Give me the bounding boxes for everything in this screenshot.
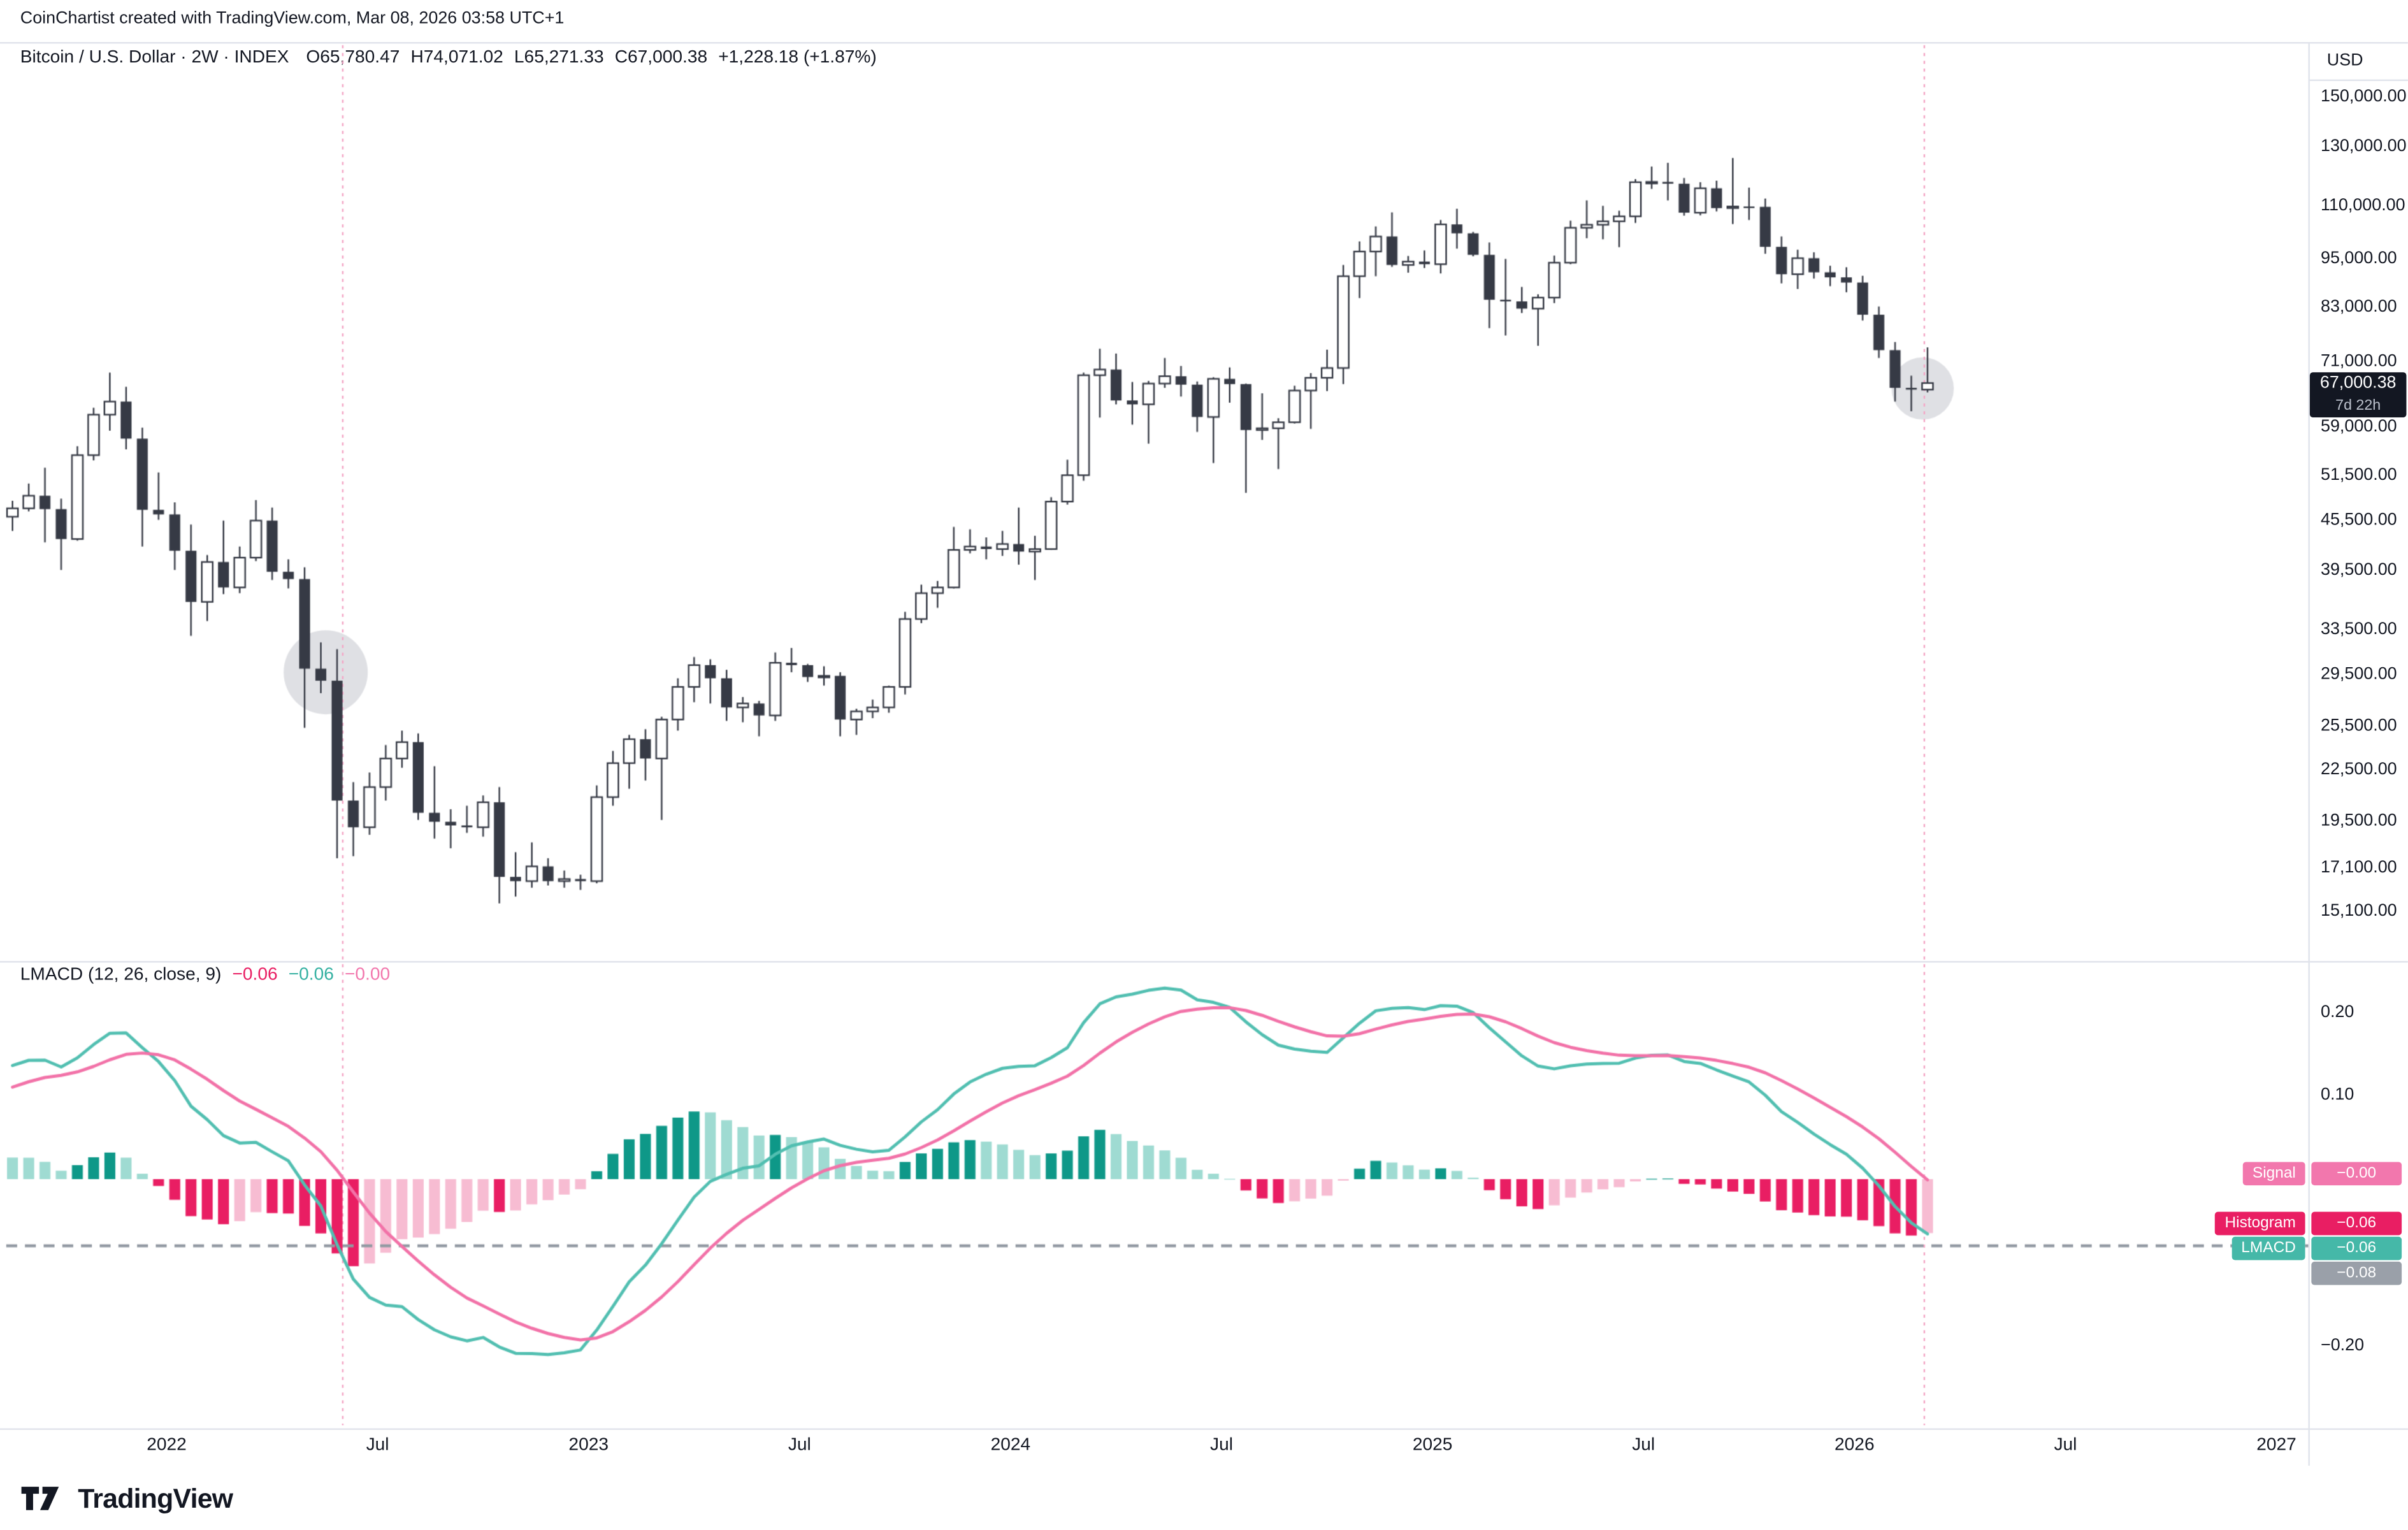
time-axis-label: Jul [788, 1436, 811, 1455]
histogram-badge-row: Histogram −0.06 [0, 1211, 2408, 1236]
time-axis-label: Jul [366, 1436, 389, 1455]
indicator-title-row: LMACD (12, 26, close, 9) −0.06 −0.06 −0.00 [20, 965, 401, 984]
time-axis-label: Jul [2054, 1436, 2077, 1455]
bar-countdown: 7d 22h [2335, 397, 2381, 415]
last-price-value: 67,000.38 [2319, 373, 2397, 393]
pane-divider-line [0, 961, 2408, 963]
indicator-axis-label: 0.10 [2321, 1085, 2354, 1105]
time-axis-divider-line [0, 1428, 2408, 1430]
price-axis-label: 71,000.00 [2321, 352, 2397, 372]
time-axis-label: 2024 [990, 1436, 1031, 1455]
price-axis-label: 150,000.00 [2321, 86, 2407, 105]
price-axis-label: 25,500.00 [2321, 716, 2397, 735]
price-axis-label: 17,100.00 [2321, 858, 2397, 877]
price-axis-label: 22,500.00 [2321, 760, 2397, 780]
indicator-value-signal: −0.00 [344, 965, 391, 985]
time-axis-label: 2025 [1412, 1436, 1453, 1455]
lmacd-badge-value: −0.06 [2311, 1236, 2402, 1260]
price-axis-label: 95,000.00 [2321, 249, 2397, 268]
price-axis-label: 33,500.00 [2321, 619, 2397, 639]
histogram-badge-label: Histogram [2215, 1211, 2305, 1236]
indicator-value-lmacd: −0.06 [288, 965, 334, 985]
chart-canvas[interactable] [0, 0, 2309, 1429]
price-axis-label: 130,000.00 [2321, 137, 2407, 156]
price-axis-label: 110,000.00 [2321, 196, 2405, 215]
price-axis-label: 29,500.00 [2321, 664, 2397, 684]
indicator-axis-label: −0.20 [2321, 1335, 2365, 1355]
level-badge-value: −0.08 [2311, 1261, 2402, 1285]
time-axis-label: 2023 [568, 1436, 609, 1455]
time-axis-label: 2027 [2256, 1436, 2296, 1455]
lmacd-badge-row: LMACD −0.06 [0, 1236, 2408, 1260]
price-axis-label: 83,000.00 [2321, 296, 2397, 316]
tradingview-logo-text: TradingView [78, 1482, 233, 1513]
currency-divider-line [2308, 79, 2408, 82]
price-axis-label: 51,500.00 [2321, 466, 2397, 486]
tradingview-logo[interactable]: TradingView [20, 1482, 233, 1516]
price-axis-label: 39,500.00 [2321, 560, 2397, 580]
indicator-value-histogram: −0.06 [232, 965, 278, 985]
indicator-axis-label: 0.20 [2321, 1002, 2354, 1021]
time-axis-label: 2022 [147, 1436, 187, 1455]
tradingview-logo-icon [21, 1487, 59, 1510]
signal-badge-row: Signal −0.00 [0, 1162, 2408, 1186]
price-axis-label: 19,500.00 [2321, 811, 2397, 831]
level-badge-row: −0.08 [0, 1261, 2408, 1285]
price-axis-label: 15,100.00 [2321, 902, 2397, 921]
price-axis-label: 45,500.00 [2321, 510, 2397, 530]
price-axis-label: 59,000.00 [2321, 418, 2397, 437]
time-axis-label: Jul [1210, 1436, 1233, 1455]
time-axis-label: 2026 [1835, 1436, 1875, 1455]
lmacd-badge-label: LMACD [2231, 1236, 2305, 1260]
signal-badge-label: Signal [2243, 1162, 2305, 1186]
price-axis-border-line [2308, 41, 2310, 1466]
signal-badge-value: −0.00 [2311, 1162, 2402, 1186]
last-price-badge: 67,000.38 7d 22h [2309, 372, 2407, 418]
top-divider-line [0, 41, 2408, 44]
histogram-badge-value: −0.06 [2311, 1211, 2402, 1236]
indicator-title: LMACD (12, 26, close, 9) [20, 965, 222, 985]
price-axis-currency-label: USD [2326, 51, 2363, 70]
time-axis-label: Jul [1632, 1436, 1655, 1455]
